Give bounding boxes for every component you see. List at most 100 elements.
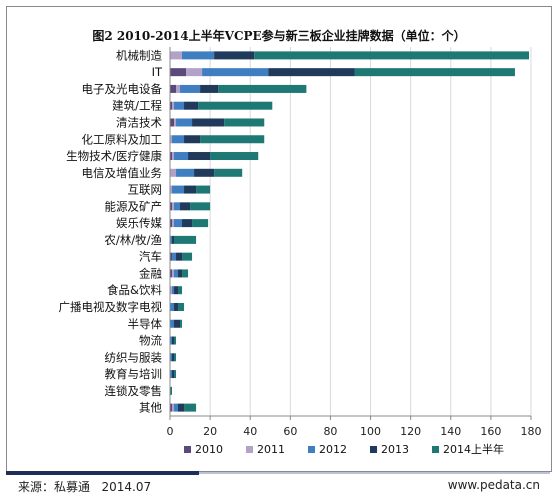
bar-segment (192, 219, 209, 228)
bar-segment (172, 286, 175, 295)
category-label: 互联网 (128, 183, 163, 197)
bar-segment (214, 51, 255, 60)
bar-segment (194, 168, 215, 177)
bar-segment (176, 84, 181, 93)
legend-label: 2014上半年 (443, 442, 504, 456)
category-label: 其他 (139, 401, 162, 415)
bar-segment (268, 68, 355, 77)
footer-bar-light (199, 472, 550, 474)
legend: 2010 2011 2012 2013 2014上半年 (184, 442, 504, 456)
category-label: 连锁及零售 (105, 384, 163, 398)
bars (170, 51, 529, 412)
bar-segment (178, 403, 185, 412)
category-label: 娱乐传媒 (116, 216, 162, 230)
bar-segment (170, 252, 173, 261)
bar-segment (188, 152, 211, 161)
category-label: 生物技术/医疗健康 (66, 149, 162, 163)
bar-segment (210, 152, 259, 161)
bar-segment (198, 101, 273, 110)
category-label: IT (152, 65, 163, 79)
chart-frame: 机械制造 IT 电子及光电设备 建筑/工程 清洁技术 化工原料及加工 生物技术/医疗健康 电信… (6, 6, 552, 472)
bar-segment (172, 353, 175, 362)
legend-label: 2011 (257, 443, 285, 456)
category-label: 电信及增值业务 (82, 166, 163, 180)
bar-segment (184, 101, 199, 110)
bar-segment (174, 319, 181, 328)
bar-segment (178, 269, 183, 278)
bar-segment (170, 353, 173, 362)
bar-segment (176, 168, 195, 177)
bar-segment (170, 152, 173, 161)
website-link[interactable]: www.pedata.cn (447, 478, 540, 492)
bar-segment (170, 302, 175, 311)
bar-segment (170, 336, 173, 345)
bar-segment (170, 370, 173, 379)
legend-label: 2013 (381, 443, 409, 456)
source-name: 来源：私募通 (18, 480, 91, 494)
bar-segment (354, 68, 515, 77)
category-label: 机械制造 (116, 48, 162, 62)
bar-segment (200, 84, 219, 93)
x-axis: 0 20 40 60 80 100 120 140 160 180 (167, 47, 542, 438)
x-tick-label: 80 (323, 425, 337, 438)
bar-segment (214, 168, 243, 177)
bar-segment (182, 219, 193, 228)
bar-segment (170, 185, 173, 194)
source-date: 2014.07 (101, 480, 152, 494)
bar-segment (170, 118, 175, 127)
bar-segment (174, 336, 177, 345)
bar-segment (170, 403, 173, 412)
bar-segment (174, 370, 177, 379)
source-label: 来源：私募通 2014.07 (18, 478, 151, 495)
bar-segment (172, 336, 175, 345)
legend-swatch (370, 446, 377, 453)
bar-segment (174, 101, 185, 110)
bar-segment (170, 135, 173, 144)
bar-segment (178, 286, 183, 295)
bar-segment (172, 403, 175, 412)
category-label: 清洁技术 (116, 115, 162, 129)
bar-segment (180, 84, 201, 93)
category-label: 金融 (139, 266, 162, 280)
legend-swatch (246, 446, 253, 453)
bar-segment (172, 152, 175, 161)
legend-label: 2012 (319, 443, 347, 456)
category-label: 化工原料及加工 (82, 132, 163, 146)
bar-segment (170, 168, 177, 177)
bar-segment (174, 269, 179, 278)
x-tick-label: 180 (521, 425, 542, 438)
bar-segment (174, 286, 179, 295)
bar-segment (170, 386, 173, 395)
bar-segment (176, 252, 183, 261)
category-labels: 机械制造 IT 电子及光电设备建筑/工程清洁技术化工原料及加工生物技术/医疗健康电信… (59, 48, 163, 414)
bar-segment (224, 118, 265, 127)
bar-segment (176, 118, 193, 127)
bar-segment (172, 219, 175, 228)
bar-segment (170, 219, 173, 228)
bar-segment (170, 51, 183, 60)
legend-swatch (308, 446, 315, 453)
category-label: 物流 (139, 334, 162, 348)
x-tick-label: 0 (167, 425, 174, 438)
bar-segment (174, 403, 179, 412)
bar-segment (172, 235, 175, 244)
bar-segment (174, 202, 181, 211)
bar-segment (196, 185, 211, 194)
bar-segment (172, 185, 185, 194)
bar-segment (174, 235, 197, 244)
x-tick-label: 40 (243, 425, 257, 438)
x-tick-label: 160 (480, 425, 501, 438)
bar-segment (170, 202, 173, 211)
category-label: 能源及矿产 (105, 199, 163, 213)
bar-segment (180, 319, 183, 328)
legend-label: 2010 (195, 443, 223, 456)
bar-segment (218, 84, 307, 93)
bar-segment (170, 319, 175, 328)
category-label: 纺织与服装 (105, 350, 163, 364)
bar-segment (170, 68, 187, 77)
chart-svg: 机械制造 IT 电子及光电设备建筑/工程清洁技术化工原料及加工生物技术/医疗健康电信… (59, 28, 542, 456)
bar-segment (170, 269, 173, 278)
bar-segment (174, 152, 189, 161)
bar-segment (170, 235, 173, 244)
x-tick-label: 140 (440, 425, 461, 438)
